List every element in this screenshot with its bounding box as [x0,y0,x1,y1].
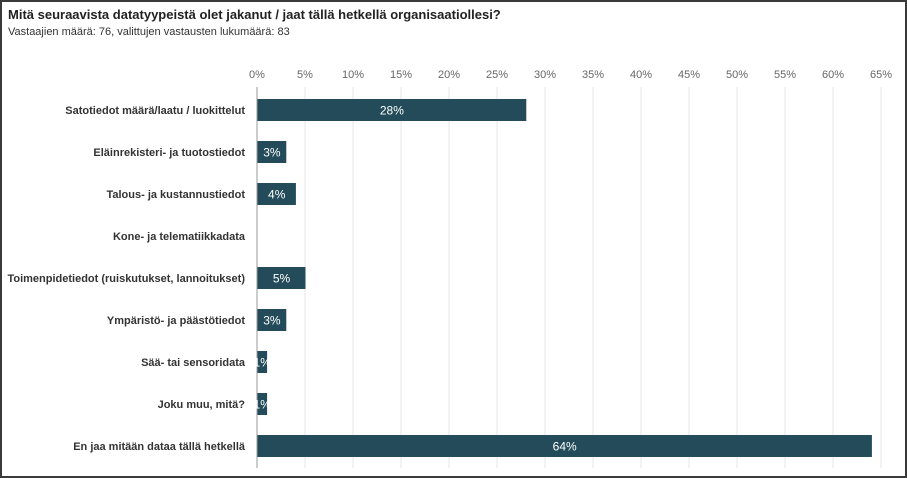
category-label: Talous- ja kustannustiedot [106,189,245,201]
bar [257,351,268,373]
x-tick-label: 50% [726,69,748,81]
x-tick-label: 5% [297,69,313,81]
x-tick-label: 30% [534,69,556,81]
x-tick-label: 35% [582,69,604,81]
x-tick-label: 60% [822,69,844,81]
x-tick-label: 45% [678,69,700,81]
bar [257,393,268,415]
data-label: 4% [268,188,286,202]
category-label: Eläinrekisteri- ja tuotostiedot [93,147,245,159]
category-label: Ympäristö- ja päästötiedot [107,315,245,327]
x-tick-label: 25% [486,69,508,81]
bar [257,183,296,205]
x-tick-label: 0% [249,69,265,81]
category-label: En jaa mitään dataa tällä hetkellä [73,441,246,453]
x-tick-label: 40% [630,69,652,81]
category-label: Toimenpidetiedot (ruiskutukset, lannoitu… [7,273,245,285]
x-tick-label: 10% [342,69,364,81]
category-label: Satotiedot määrä/laatu / luokittelut [65,105,245,117]
data-label: 5% [273,272,291,286]
x-tick-label: 20% [438,69,460,81]
x-tick-label: 65% [870,69,892,81]
bar [257,267,306,289]
bar [257,435,872,457]
bar [257,99,527,121]
bar [257,141,287,163]
category-label: Joku muu, mitä? [158,399,246,411]
data-label: 64% [553,440,577,454]
x-tick-label: 15% [390,69,412,81]
data-label: 3% [263,314,281,328]
bar [257,309,287,331]
data-label: 3% [263,146,281,160]
category-label: Sää- tai sensoridata [141,357,246,369]
x-tick-label: 55% [774,69,796,81]
data-label: 1% [254,398,272,412]
data-label: 1% [254,356,272,370]
category-label: Kone- ja telematiikkadata [113,231,246,243]
chart-subtitle: Vastaajien määrä: 76, valittujen vastaus… [8,26,290,38]
data-label: 28% [380,104,404,118]
chart-title: Mitä seuraavista datatyypeistä olet jaka… [8,7,501,22]
